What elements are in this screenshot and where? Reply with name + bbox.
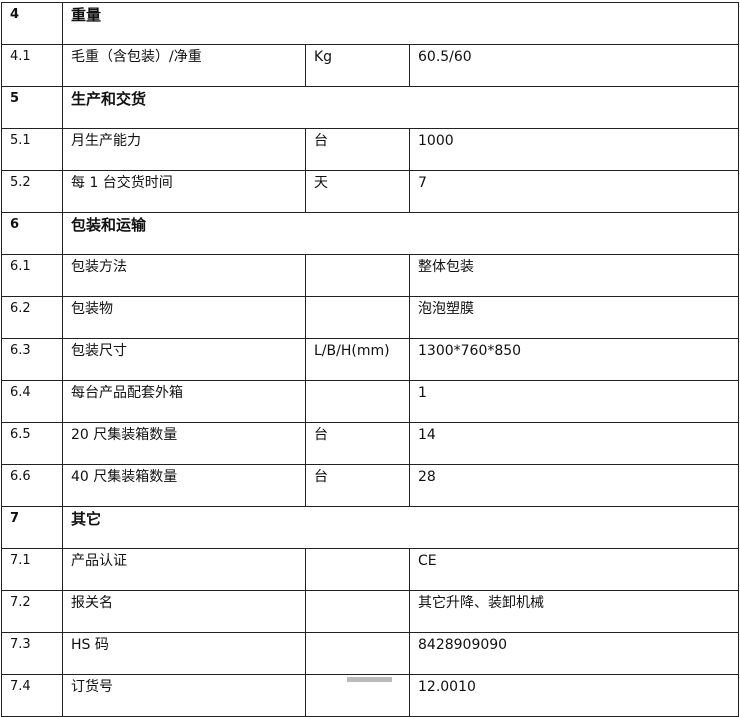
table-row: 7.3 HS 码 8428909090	[1, 632, 740, 675]
item-unit	[305, 254, 410, 297]
item-value: 整体包装	[408, 254, 740, 297]
section-title: 生产和交货	[61, 86, 740, 129]
item-value: 7	[408, 170, 740, 213]
item-unit: 台	[305, 128, 410, 171]
item-unit: L/B/H(mm)	[305, 338, 410, 381]
row-number: 5.2	[1, 170, 63, 213]
section-title: 其它	[61, 506, 740, 549]
table-row: 6.1 包装方法 整体包装	[1, 254, 740, 297]
item-name: 产品认证	[62, 548, 306, 591]
item-name: 40 尺集装箱数量	[62, 464, 306, 507]
row-number: 7.2	[1, 590, 63, 633]
item-name: 每 1 台交货时间	[62, 170, 306, 213]
item-value: 60.5/60	[408, 44, 740, 87]
row-number: 7.3	[1, 632, 63, 675]
item-name: 每台产品配套外箱	[62, 380, 306, 423]
item-value: 1300*760*850	[408, 338, 740, 381]
table-row: 7.2 报关名 其它升降、装卸机械	[1, 590, 740, 633]
table-row: 6.3 包装尺寸 L/B/H(mm) 1300*760*850	[1, 338, 740, 381]
item-name: 包装尺寸	[62, 338, 306, 381]
row-number: 6	[1, 212, 63, 255]
table-row: 6.5 20 尺集装箱数量台 14	[1, 422, 740, 465]
row-number: 5	[1, 86, 63, 129]
row-number: 7.1	[1, 548, 63, 591]
row-number: 6.4	[1, 380, 63, 423]
section-title: 重量	[61, 2, 740, 45]
table-row: 6.4 每台产品配套外箱 1	[1, 380, 740, 423]
item-unit: 天	[305, 170, 410, 213]
item-unit: 台	[305, 422, 410, 465]
row-number: 6.3	[1, 338, 63, 381]
item-value: 泡泡塑膜	[408, 296, 740, 339]
item-value: 8428909090	[408, 632, 740, 675]
item-name: 包装物	[62, 296, 306, 339]
item-name: 20 尺集装箱数量	[62, 422, 306, 465]
item-unit: 台	[305, 464, 410, 507]
page-marker	[347, 677, 392, 682]
row-number: 6.5	[1, 422, 63, 465]
table-row: 5.2 每 1 台交货时间天 7	[1, 170, 740, 213]
row-number: 5.1	[1, 128, 63, 171]
item-unit	[305, 548, 410, 591]
section-title: 包装和运输	[61, 212, 740, 255]
item-value: 1000	[408, 128, 740, 171]
row-number: 4.1	[1, 44, 63, 87]
row-number: 6.6	[1, 464, 63, 507]
item-name: 报关名	[62, 590, 306, 633]
row-number: 7.4	[1, 674, 63, 717]
table-row: 6.6 40 尺集装箱数量台 28	[1, 464, 740, 507]
item-value: 其它升降、装卸机械	[408, 590, 740, 633]
table-row: 5.1 月生产能力台 1000	[1, 128, 740, 171]
item-value: 12.0010	[408, 674, 740, 717]
section-row: 5 生产和交货	[1, 86, 740, 129]
item-value: 14	[408, 422, 740, 465]
section-row: 7 其它	[1, 506, 740, 549]
item-name: 毛重（含包装）/净重	[62, 44, 306, 87]
item-name: HS 码	[62, 632, 306, 675]
item-unit	[305, 380, 410, 423]
item-value: CE	[408, 548, 740, 591]
table-row: 4.1 毛重（含包装）/净重 Kg 60.5/60	[1, 44, 740, 87]
row-number: 7	[1, 506, 63, 549]
item-name: 月生产能力	[62, 128, 306, 171]
section-row: 4 重量	[1, 2, 740, 45]
item-unit: Kg	[305, 44, 410, 87]
section-row: 6 包装和运输	[1, 212, 740, 255]
table-row: 7.1 产品认证 CE	[1, 548, 740, 591]
item-unit	[305, 632, 410, 675]
item-value: 1	[408, 380, 740, 423]
item-unit	[305, 296, 410, 339]
item-name: 包装方法	[62, 254, 306, 297]
row-number: 4	[1, 2, 63, 45]
row-number: 6.1	[1, 254, 63, 297]
item-name: 订货号	[62, 674, 306, 717]
table-row: 6.2 包装物 泡泡塑膜	[1, 296, 740, 339]
item-unit	[305, 590, 410, 633]
row-number: 6.2	[1, 296, 63, 339]
item-value: 28	[408, 464, 740, 507]
